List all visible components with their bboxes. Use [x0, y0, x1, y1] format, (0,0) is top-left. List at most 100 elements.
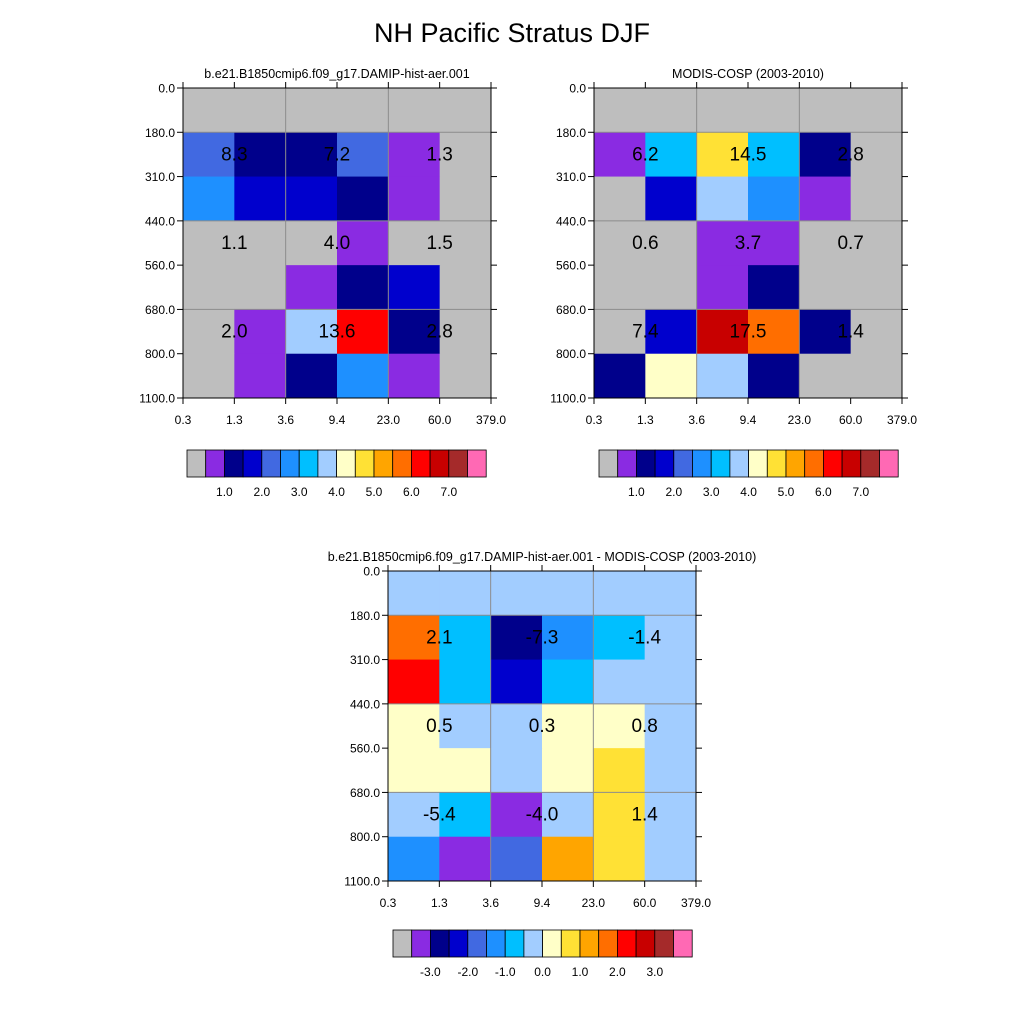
heatmap-cell	[388, 265, 441, 310]
y-tick-label: 0.0	[363, 565, 380, 579]
y-tick-label: 560.0	[145, 259, 175, 273]
y-tick-label: 680.0	[145, 303, 175, 317]
colorbar-label: 5.0	[778, 485, 795, 499]
x-tick-label: 9.4	[329, 413, 346, 427]
heatmap-cell	[439, 220, 492, 266]
value-label: 4.0	[324, 233, 350, 254]
panel-1-title: b.e21.B1850cmip6.f09_g17.DAMIP-hist-aer.…	[204, 67, 469, 81]
heatmap-cell	[696, 132, 749, 178]
heatmap-cell	[234, 176, 287, 222]
heatmap-cell	[285, 309, 338, 355]
colorbar-swatch	[242, 449, 263, 478]
heatmap-cell	[183, 265, 235, 310]
colorbar-swatch	[392, 929, 413, 958]
value-label: 0.6	[632, 233, 658, 254]
page-title: NH Pacific Stratus DJF	[373, 18, 651, 48]
heatmap-cell	[337, 132, 389, 178]
heatmap-cell	[748, 132, 800, 178]
heatmap-cell	[388, 132, 441, 178]
heatmap-cell	[234, 220, 287, 266]
heatmap-cell	[696, 220, 749, 266]
x-tick-label: 60.0	[428, 413, 452, 427]
colorbar-swatch	[654, 929, 674, 958]
heatmap-cell	[594, 265, 646, 310]
colorbar-swatch	[336, 449, 356, 478]
heatmap-cell	[645, 220, 698, 266]
y-tick-label: 440.0	[350, 697, 380, 711]
heatmap-cell	[285, 176, 338, 222]
colorbar-label: 6.0	[815, 485, 832, 499]
colorbar-label: -2.0	[457, 965, 478, 979]
heatmap-cell	[388, 220, 441, 266]
colorbar-swatch	[542, 929, 562, 958]
heatmap-cell	[850, 132, 903, 178]
x-tick-label: 1.3	[431, 896, 448, 910]
x-tick-label: 23.0	[788, 413, 812, 427]
x-tick-label: 3.6	[688, 413, 705, 427]
heatmap-cell	[593, 792, 646, 838]
colorbar-swatch	[467, 449, 487, 478]
heatmap-cell	[388, 615, 440, 661]
heatmap-cell	[850, 309, 903, 355]
colorbar-label: 2.0	[665, 485, 682, 499]
x-tick-label: 379.0	[681, 896, 711, 910]
colorbar-label: 1.0	[572, 965, 589, 979]
value-label: 1.1	[221, 233, 247, 254]
heatmap-cell	[542, 836, 594, 882]
heatmap-cell	[388, 88, 441, 133]
colorbar-label: 2.0	[253, 485, 270, 499]
heatmap-cell	[234, 309, 287, 355]
colorbar-swatch	[748, 449, 768, 478]
heatmap-cell	[439, 615, 492, 661]
heatmap-cell	[439, 703, 492, 749]
heatmap-cell	[234, 132, 287, 178]
heatmap-cell	[285, 265, 338, 310]
heatmap-cell	[799, 309, 852, 355]
colorbar-swatch	[785, 449, 806, 478]
colorbar-swatch	[598, 929, 618, 958]
value-label: 7.4	[632, 322, 659, 343]
y-tick-label: 440.0	[556, 214, 586, 228]
y-tick-label: 680.0	[556, 303, 586, 317]
heatmap-cell	[439, 792, 492, 838]
colorbar-swatch	[635, 929, 656, 958]
heatmap-cell	[645, 265, 698, 310]
y-tick-label: 0.0	[569, 82, 586, 96]
colorbar-swatch	[448, 929, 469, 958]
heatmap-cell	[490, 659, 543, 705]
colorbar-swatch	[523, 929, 544, 958]
colorbar-swatch	[579, 929, 600, 958]
x-tick-label: 379.0	[887, 413, 917, 427]
heatmap-cell	[337, 88, 389, 133]
heatmap-cell	[490, 792, 543, 838]
value-label: -7.3	[526, 627, 559, 648]
colorbar-swatch	[298, 449, 319, 478]
y-tick-label: 310.0	[350, 653, 380, 667]
value-label: 1.4	[631, 805, 658, 826]
y-tick-label: 800.0	[145, 347, 175, 361]
heatmap-cell	[337, 220, 389, 266]
heatmap-cell	[542, 703, 594, 749]
colorbar-label: 1.0	[216, 485, 233, 499]
heatmap-cell	[234, 265, 287, 310]
heatmap-cell	[799, 220, 852, 266]
heatmap-cell	[644, 836, 697, 882]
value-label: 1.5	[426, 233, 452, 254]
colorbar-swatch	[411, 929, 431, 958]
value-label: 3.7	[735, 233, 761, 254]
colorbar-swatch	[766, 449, 787, 478]
x-tick-label: 0.3	[586, 413, 603, 427]
heatmap-cell	[439, 265, 492, 310]
heatmap-cell	[337, 309, 389, 355]
colorbar-swatch	[804, 449, 824, 478]
heatmap-cell	[850, 88, 903, 133]
colorbar-swatch	[617, 929, 637, 958]
colorbar-swatch	[841, 449, 862, 478]
heatmap-cell	[850, 353, 903, 399]
colorbar-label: 5.0	[366, 485, 383, 499]
heatmap-cell	[439, 132, 492, 178]
colorbar-label: -1.0	[495, 965, 516, 979]
y-tick-label: 440.0	[145, 214, 175, 228]
heatmap-cell	[183, 353, 235, 399]
